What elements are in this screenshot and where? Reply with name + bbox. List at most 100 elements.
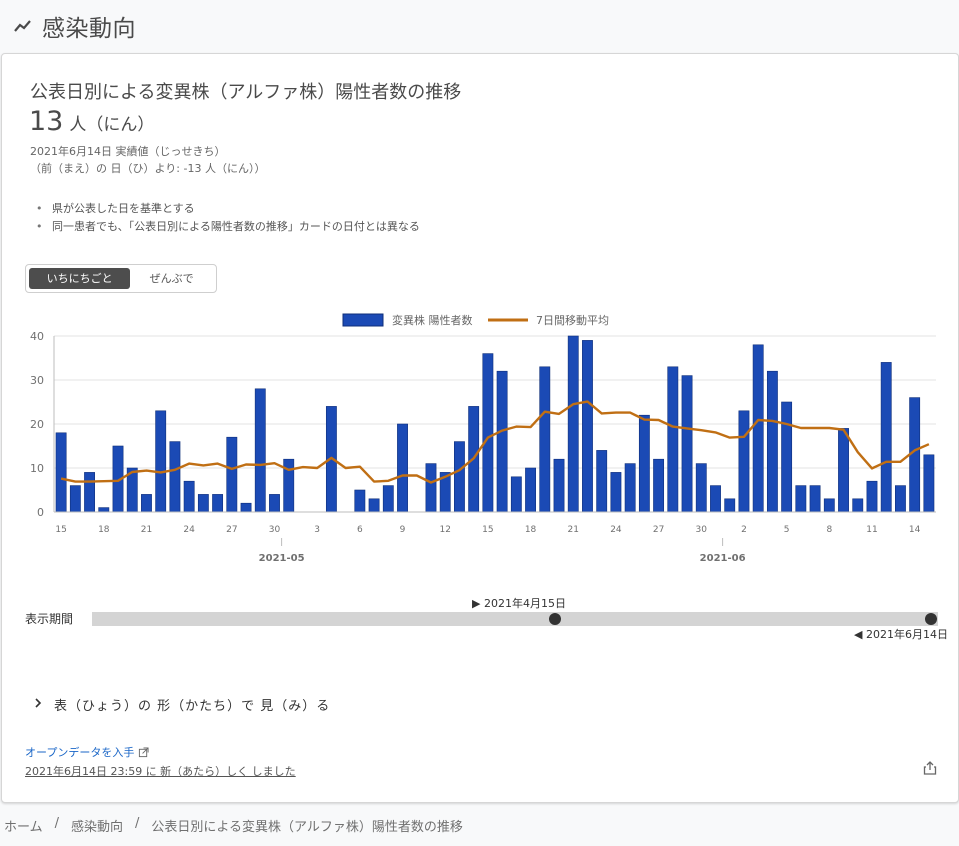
bar [710,485,721,513]
bar [880,362,892,513]
bar [141,494,152,513]
month-label: 2021-05 [259,553,305,564]
breadcrumb-home[interactable]: ホーム [4,820,43,835]
x-tick-label: 27 [226,525,237,535]
slider-start-label: ▶ 2021年4月15日 [472,597,566,610]
bar [169,441,181,513]
bar [823,498,835,513]
bar [553,458,565,513]
x-tick-label: 24 [183,525,195,535]
chevron-right-icon [32,697,44,712]
bar [496,370,508,513]
breadcrumb-separator: / [54,816,60,831]
bar [269,494,280,513]
show-table-toggle[interactable]: 表（ひょう）の 形（かたち）で 見（み）る [32,695,330,714]
x-tick-label: 21 [568,525,579,535]
x-tick-label: 12 [439,525,450,535]
bar-series [55,335,935,513]
bar [212,494,224,513]
bar [866,480,878,513]
x-axis: 15 18 21 24 27 30 3 6 9 12 15 18 21 24 27 30 2 5 8 11 14 [54,511,936,535]
bar [425,463,437,513]
bar [539,366,551,513]
slider-end-label: ◀ 2021年6月14日 [854,628,948,641]
bar [155,410,167,513]
y-tick-label: 20 [30,418,44,431]
x-tick-label: 30 [696,525,708,535]
x-tick-label: 30 [269,525,281,535]
bar [254,388,266,513]
latest-value-unit: 人（にん） [69,115,155,135]
bar [667,366,679,513]
bar [624,463,636,513]
x-tick-label: 21 [141,525,152,535]
note-item: 県が公表した日を基準とする [34,200,420,218]
x-tick-label: 18 [98,525,110,535]
x-tick-label: 27 [653,525,664,535]
legend-swatch-bars [342,313,384,327]
bar [454,441,465,513]
bar [482,353,494,513]
bar [240,502,252,513]
toggle-daily-button[interactable]: いちにちごと [29,268,131,289]
chart-legend: 変異株 陽性者数 7日間移動平均 [342,313,609,327]
bar [795,485,807,513]
chart-card: 公表日別による変異株（アルファ株）陽性者数の推移 13 人（にん） 2021年6月… [1,53,959,803]
latest-value-number: 13 [29,106,64,137]
bar [610,472,622,513]
month-label: 2021-06 [700,553,746,564]
last-updated: 2021年6月14日 23:59 に 新（あたら）しく しました [25,765,296,778]
x-tick-label: 8 [826,525,832,535]
date-line: 2021年6月14日 実績値（じっせきち） [30,145,226,158]
y-tick-label: 40 [30,330,44,343]
slider-end-handle[interactable] [925,613,937,625]
period-slider[interactable] [92,612,938,626]
breadcrumb-separator: / [135,816,140,831]
y-tick-label: 30 [30,374,44,387]
x-tick-label: 14 [909,525,921,535]
bar [681,375,693,513]
latest-value: 13 人（にん） [29,106,154,137]
bar [724,498,736,513]
x-tick-label: 6 [357,525,363,535]
open-data-label: オープンデータを入手 [25,746,135,759]
diff-line: （前（まえ）の 日（ひ）より: -13 人（にん）） [30,162,266,175]
slider-start-handle[interactable] [549,613,561,625]
data-kind-toggle: いちにちごと ぜんぶで [25,264,217,293]
open-data-link[interactable]: オープンデータを入手 [25,744,149,760]
x-tick-label: 15 [55,525,66,535]
trending-line-icon [14,20,31,32]
moving-average-series [60,400,930,484]
external-link-icon [139,746,149,757]
breadcrumb-trends[interactable]: 感染動向 [71,820,124,835]
page-header: 感染動向 [12,10,136,42]
card-title: 公表日別による変異株（アルファ株）陽性者数の推移 [30,82,462,103]
legend-label-bars: 変異株 陽性者数 [392,313,473,327]
bar [368,498,380,513]
x-tick-label: 9 [400,525,406,535]
x-tick-label: 2 [741,525,747,535]
bar [766,370,778,513]
bar [197,494,209,513]
bar [838,428,849,513]
bar [582,340,593,513]
bar [596,450,608,513]
y-tick-label: 10 [30,462,44,475]
bar [653,458,665,513]
x-tick-label: 15 [482,525,493,535]
bar [226,436,238,513]
bar [183,480,195,513]
month-axis: 2021-05 2021-06 [259,538,746,564]
page-title: 感染動向 [42,16,136,42]
bar [781,401,793,513]
y-axis: 0 10 20 30 40 [30,330,55,519]
bar [738,410,750,513]
toggle-cumulative-button[interactable]: ぜんぶで [149,272,194,285]
share-icon[interactable] [922,760,938,776]
bar [923,454,935,513]
x-tick-label: 11 [866,525,877,535]
period-label: 表示期間 [25,612,74,626]
bar [354,489,366,513]
show-table-label: 表（ひょう）の 形（かたち）で 見（み）る [54,699,331,714]
bar [525,467,536,513]
